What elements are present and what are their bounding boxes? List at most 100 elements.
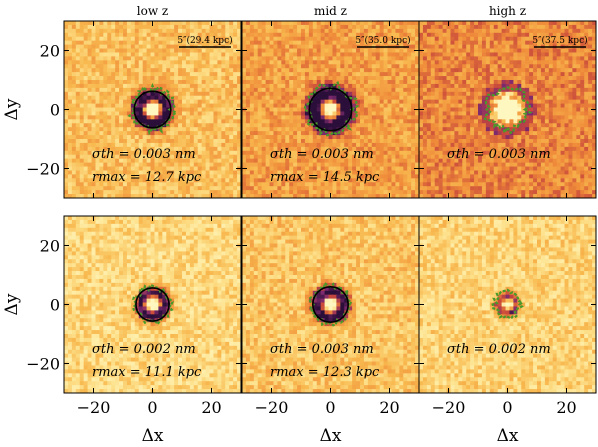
pixel	[442, 32, 447, 38]
pixel	[245, 166, 251, 171]
pixel	[166, 32, 171, 38]
pixel	[233, 48, 238, 53]
pixel	[277, 21, 282, 26]
pixel	[529, 48, 534, 53]
pixel	[138, 72, 144, 77]
pixel	[363, 72, 369, 77]
pixel	[158, 119, 163, 124]
pixel	[281, 103, 286, 108]
pixel	[273, 174, 278, 179]
pixel	[107, 68, 112, 73]
pixel	[123, 91, 128, 97]
pixel	[213, 158, 218, 163]
pixel	[367, 194, 373, 198]
pixel	[281, 154, 286, 160]
pixel	[552, 36, 558, 42]
pixel	[466, 64, 471, 69]
pixel	[363, 32, 369, 38]
pixel	[415, 72, 419, 77]
pixel	[182, 111, 187, 116]
pixel	[304, 178, 310, 183]
pixel	[387, 135, 392, 140]
pixel	[513, 91, 518, 97]
pixel	[304, 111, 310, 116]
pixel	[316, 182, 322, 187]
pixel	[119, 170, 124, 175]
pixel	[572, 64, 577, 69]
pixel	[454, 52, 459, 57]
pixel	[481, 64, 487, 69]
pixel	[525, 91, 530, 97]
pixel	[91, 76, 96, 81]
pixel	[352, 186, 357, 191]
pixel	[474, 68, 479, 73]
pixel	[340, 99, 345, 104]
pixel	[213, 166, 218, 171]
pixel	[332, 40, 337, 45]
pixel	[138, 178, 144, 183]
pixel	[501, 72, 506, 77]
pixel	[123, 170, 128, 175]
pixel	[289, 115, 294, 120]
pixel	[67, 87, 73, 93]
pixel	[142, 95, 147, 101]
pixel	[134, 24, 140, 30]
pixel	[242, 115, 247, 120]
pixel	[312, 64, 318, 69]
pixel	[462, 36, 467, 42]
pixel	[217, 107, 222, 112]
pixel	[481, 60, 487, 65]
pixel	[111, 107, 116, 112]
pixel	[257, 91, 263, 97]
pixel	[225, 76, 230, 81]
pixel	[134, 68, 140, 73]
pixel	[123, 186, 128, 191]
pixel	[67, 91, 73, 97]
pixel	[391, 87, 396, 93]
pixel	[225, 131, 230, 136]
pixel	[316, 170, 322, 175]
pixel	[336, 68, 341, 73]
pixel	[474, 83, 479, 89]
pixel	[458, 44, 463, 49]
pixel	[407, 48, 412, 53]
pixel	[213, 87, 218, 93]
pixel	[363, 123, 369, 128]
pixel	[99, 146, 104, 152]
pixel	[304, 56, 310, 61]
pixel	[564, 40, 569, 45]
pixel	[540, 95, 546, 101]
pixel	[430, 76, 436, 81]
pixel	[474, 48, 479, 53]
pixel	[150, 166, 155, 171]
pixel	[301, 162, 306, 167]
pixel	[79, 91, 85, 97]
pixel	[150, 178, 155, 183]
pixel	[261, 178, 266, 183]
pixel	[411, 80, 416, 85]
pixel	[403, 162, 408, 167]
pixel	[332, 68, 337, 73]
pixel	[391, 115, 396, 120]
pixel	[509, 80, 514, 85]
pixel	[111, 170, 116, 175]
pixel	[217, 48, 222, 53]
pixel	[71, 83, 77, 89]
pixel	[217, 182, 222, 187]
pixel	[142, 60, 147, 65]
pixel	[367, 64, 373, 69]
pixel	[470, 40, 475, 45]
pixel	[285, 131, 290, 136]
pixel	[197, 162, 203, 167]
pixel	[529, 87, 534, 93]
pixel	[316, 111, 322, 116]
pixel	[344, 44, 349, 49]
pixel	[142, 150, 147, 156]
pixel	[242, 99, 247, 104]
pixel	[403, 194, 408, 198]
pixel	[324, 99, 329, 104]
pixel	[297, 28, 302, 34]
pixel	[146, 24, 151, 30]
pixel	[371, 186, 377, 191]
pixel	[293, 158, 298, 163]
